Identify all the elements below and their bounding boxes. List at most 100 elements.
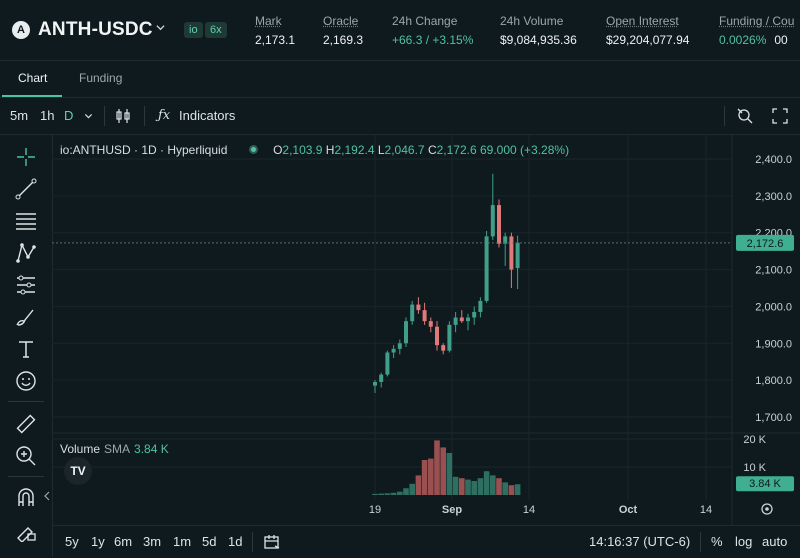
volume-current-tag [736,476,794,492]
candle-body [428,321,433,327]
trend-line-icon[interactable] [14,177,38,201]
fx-icon[interactable]: ƒx [158,108,171,123]
candles-chart-type-icon[interactable] [114,107,132,125]
price-tick-label: 1,900.0 [755,338,792,350]
stat-open-interest: Open Interest $29,204,077.94 [606,14,689,47]
candle-body [503,236,508,244]
fullscreen-icon[interactable] [771,107,789,125]
volume-bar [440,447,446,495]
range-1d[interactable]: 1d [228,534,243,549]
log-scale-toggle[interactable]: log [735,534,753,549]
change-value: 69.000 (+3.28%) [480,143,570,157]
volume-bar [409,483,415,495]
candle-body [422,310,427,322]
percent-scale-toggle[interactable]: % [711,534,723,549]
price-tick-label: 1,700.0 [755,412,792,424]
stat-label[interactable]: Open Interest [606,14,679,28]
range-5d[interactable]: 5d [202,534,217,549]
range-1m[interactable]: 1m [173,534,192,549]
timezone-clock[interactable]: 14:16:37 (UTC-6) [589,534,691,549]
candle-body [410,304,415,322]
volume-sma-value: 3.84 K [134,442,169,456]
range-1y[interactable]: 1y [91,534,105,549]
volume-bar [434,440,440,495]
stat-24h-change: 24h Change +66.3 / +3.15% [392,14,473,47]
range-3m[interactable]: 3m [143,534,162,549]
screenshot-icon[interactable] [736,107,754,125]
range-6m[interactable]: 6m [114,534,133,549]
tab-bar: Chart Funding [0,61,800,98]
divider [144,106,145,126]
interval-chevron-down-icon[interactable] [84,112,93,120]
volume-bar [372,493,378,495]
candle-body [397,343,402,349]
funding-rate: 0.0026% [719,33,767,47]
tab-funding[interactable]: Funding [79,71,123,85]
low-label: L [377,143,385,157]
volume-bar [403,488,409,495]
open-value: 2,103.9 [282,143,323,157]
open-label: O [273,143,283,157]
text-tool-icon[interactable] [14,337,38,361]
chevron-down-icon[interactable] [156,23,165,32]
market-pair-selector[interactable]: ANTH-USDC [38,19,153,40]
brush-icon[interactable] [14,305,38,329]
stat-label[interactable]: Oracle [323,14,359,28]
chart-settings-icon[interactable] [761,503,773,515]
ruler-icon[interactable] [14,412,38,436]
collapse-arrow-icon[interactable] [44,491,50,501]
range-5y[interactable]: 5y [65,534,79,549]
stat-label[interactable]: Funding / Cou [719,14,795,28]
current-price-label: 2,172.6 [747,238,784,250]
bottom-toolbar: 5y 1y 6m 3m 1m 5d 1d 14:16:37 (UTC-6) % … [52,525,800,558]
volume-bar [496,478,502,495]
active-tab-indicator [2,95,62,97]
current-price-tag [736,234,794,251]
go-to-date-icon[interactable] [263,533,281,551]
pattern-icon[interactable] [14,241,38,265]
volume-bar [477,478,484,495]
interval-d[interactable]: D [64,108,74,123]
tab-chart[interactable]: Chart [18,71,48,85]
chart-toolbar: 5m 1h D ƒx Indicators [0,98,800,135]
interval-5m[interactable]: 5m [10,108,29,123]
horizontal-lines-icon[interactable] [14,209,38,233]
candle-body [404,321,408,344]
stat-label[interactable]: Mark [255,14,282,28]
stat-value: 2,173.1 [255,33,296,47]
chart-settings-icon-center [765,507,769,511]
market-logo-icon: A [12,21,30,39]
volume-sma-label: SMA [104,442,131,456]
lock-drawing-icon[interactable] [14,518,38,542]
stat-label: 24h Volume [500,14,564,28]
fib-tool-icon[interactable] [14,273,38,297]
close-label: C [427,143,437,157]
emoji-icon[interactable] [14,369,38,393]
interval-1h[interactable]: 1h [40,108,55,123]
crosshair-icon[interactable] [14,145,38,169]
close-value: 2,172.6 [436,143,477,157]
zoom-in-icon[interactable] [14,444,38,468]
auto-scale-toggle[interactable]: auto [762,534,788,549]
indicators-button[interactable]: Indicators [179,108,236,123]
candle-body [447,324,452,351]
price-chart[interactable]: 2,400.02,300.02,200.02,100.02,000.01,900… [52,135,800,525]
drawing-tools-sidebar [0,135,53,557]
countdown: 00 [774,33,788,47]
volume-bar [384,493,391,495]
volume-label: Volume [60,442,101,456]
candle-body [478,300,483,312]
divider [252,532,253,552]
divider [700,532,701,552]
volume-bar [428,458,434,495]
symbol-label: io:ANTHUSD · 1D · Hyperliquid [60,143,228,157]
stat-value: $29,204,077.94 [606,33,690,47]
magnet-icon[interactable] [14,486,38,510]
time-tick-label: Sep [442,504,462,516]
stat-oracle: Oracle 2,169.3 [323,14,363,47]
volume-bar [502,482,508,495]
stat-value: $9,084,935.36 [500,33,577,47]
time-tick-label: 14 [700,504,712,516]
tradingview-logo-icon[interactable]: TV [64,457,92,485]
candle-body [385,352,390,375]
